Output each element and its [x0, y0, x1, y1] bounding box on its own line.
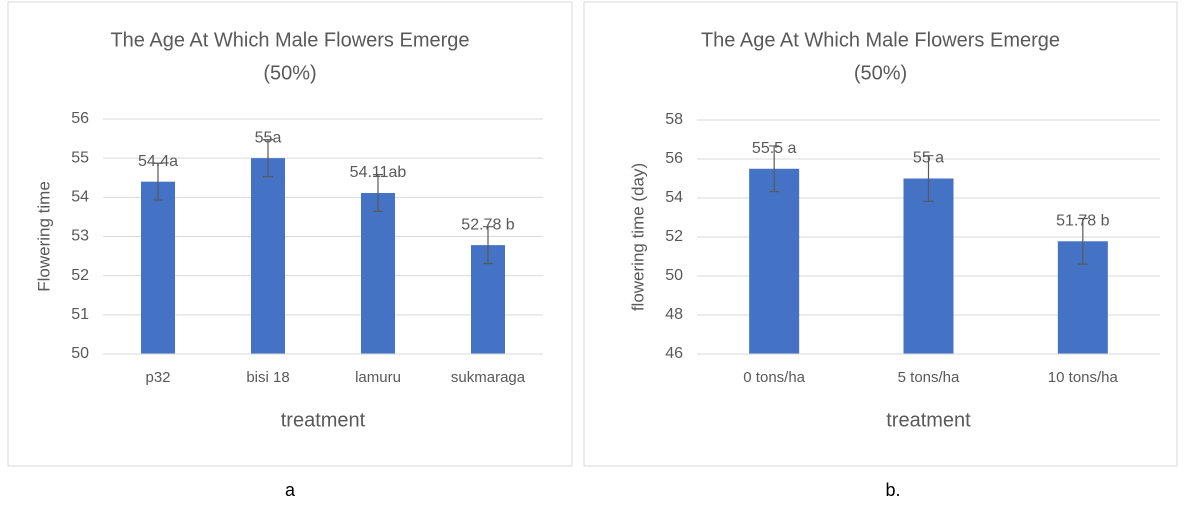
chart-title: The Age At Which Male Flowers Emerge	[701, 29, 1060, 51]
y-tick-label: 54	[71, 189, 89, 206]
x-axis-label: treatment	[281, 409, 366, 431]
caption: b.	[885, 480, 900, 500]
y-tick-label: 56	[665, 150, 683, 167]
chart-frame	[583, 1, 1178, 467]
value-label: 54.4a	[138, 153, 178, 170]
error-bar	[373, 174, 383, 213]
x-tick-label: 0 tons/ha	[743, 369, 805, 386]
y-tick-label: 51	[71, 306, 89, 323]
error-bar	[769, 145, 780, 193]
bar	[749, 168, 800, 354]
error-bar	[1077, 217, 1088, 265]
value-label: 55a	[255, 129, 282, 146]
y-tick-label: 48	[665, 306, 683, 323]
chart-title: (50%)	[854, 62, 907, 84]
y-tick-label: 55	[71, 149, 89, 166]
chart-title: The Age At Which Male Flowers Emerge	[110, 29, 469, 51]
value-label: 52.78 b	[461, 216, 514, 233]
value-label: 55 a	[913, 150, 944, 167]
y-tick-label: 52	[71, 267, 89, 284]
y-axis-label: flowering time (day)	[628, 163, 647, 311]
error-bar	[483, 226, 493, 265]
chart-title: (50%)	[263, 62, 316, 84]
bar	[361, 193, 395, 354]
y-tick-label: 50	[665, 267, 683, 284]
error-bar	[263, 139, 273, 178]
x-tick-label: 5 tons/ha	[898, 369, 960, 386]
y-axis-label: Flowering time	[34, 181, 53, 292]
x-axis-label: treatment	[886, 409, 971, 431]
chart-frame	[7, 1, 573, 467]
y-tick-label: 58	[665, 111, 683, 128]
y-tick-label: 54	[665, 189, 683, 206]
y-tick-label: 56	[71, 110, 89, 127]
caption: a	[285, 480, 296, 500]
y-tick-label: 50	[71, 345, 89, 362]
x-tick-label: bisi 18	[246, 369, 289, 386]
error-bar	[923, 155, 934, 202]
x-tick-label: p32	[145, 369, 170, 386]
value-label: 55.5 a	[752, 140, 797, 157]
value-label: 54.11ab	[350, 164, 407, 181]
x-tick-label: 10 tons/ha	[1048, 369, 1119, 386]
y-tick-label: 46	[665, 345, 683, 362]
bar	[251, 158, 285, 354]
x-tick-label: lamuru	[355, 369, 401, 386]
y-tick-label: 52	[665, 228, 683, 245]
y-tick-label: 53	[71, 228, 89, 245]
bar	[903, 178, 954, 354]
error-bar	[153, 162, 163, 201]
x-tick-label: sukmaraga	[451, 369, 526, 386]
value-label: 51.78 b	[1056, 213, 1109, 230]
bar	[141, 181, 175, 354]
